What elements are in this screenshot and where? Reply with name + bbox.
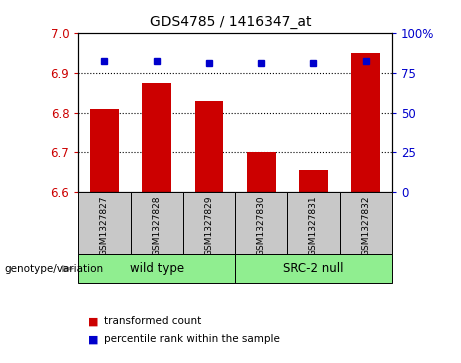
Text: GSM1327832: GSM1327832 [361,195,370,256]
Text: ■: ■ [88,316,98,326]
Bar [235,192,287,254]
Bar [287,192,340,254]
Text: GSM1327830: GSM1327830 [257,195,266,256]
Text: transformed count: transformed count [104,316,201,326]
Bar [195,101,224,192]
Text: GSM1327827: GSM1327827 [100,195,109,256]
Text: wild type: wild type [130,262,184,275]
Text: GSM1327828: GSM1327828 [152,195,161,256]
Bar [247,152,276,192]
Bar [340,192,392,254]
Text: SRC-2 null: SRC-2 null [283,262,344,275]
Bar [142,82,171,192]
Text: percentile rank within the sample: percentile rank within the sample [104,334,280,344]
Text: GSM1327831: GSM1327831 [309,195,318,256]
Bar [78,192,130,254]
Bar [235,254,392,283]
Bar [78,254,235,283]
Text: GDS4785 / 1416347_at: GDS4785 / 1416347_at [150,15,311,29]
Text: ■: ■ [88,334,98,344]
Bar [90,109,119,192]
Bar [130,192,183,254]
Text: genotype/variation: genotype/variation [5,264,104,274]
Text: GSM1327829: GSM1327829 [205,195,213,256]
Bar [299,170,328,192]
Polygon shape [62,266,74,272]
Bar [351,53,380,192]
Bar [183,192,235,254]
